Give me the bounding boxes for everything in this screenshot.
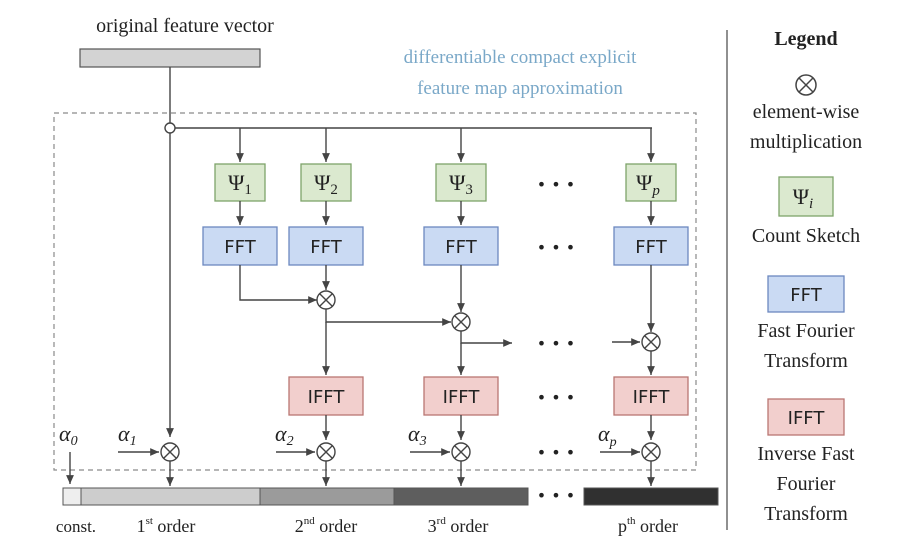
label-second-order: 2nd order	[295, 515, 357, 536]
alpha-3: α3	[408, 421, 427, 449]
ellipsis-alpha: • • •	[537, 443, 575, 462]
fft-box-1: FFT	[202, 226, 278, 266]
arrow-mult2-mult3	[325, 309, 451, 326]
alpha-mult-node-p	[641, 442, 661, 462]
fft-label: FFT	[635, 237, 667, 258]
svg-text:Ψp: Ψp	[636, 170, 660, 199]
mult-node-p	[641, 332, 661, 352]
legend-fft-line2: Transform	[764, 350, 848, 372]
arrow-fft1-mult	[239, 265, 317, 304]
approximation-region	[53, 112, 697, 471]
psi-symbol: Ψ	[636, 170, 653, 195]
psi-box-p: Ψp	[625, 163, 677, 202]
ifft-box-3: IFFT	[423, 376, 499, 416]
ifft-label: IFFT	[443, 387, 481, 408]
ellipsis-psi: • • •	[537, 175, 575, 194]
legend-ifft-line1: Inverse Fast	[757, 443, 855, 465]
fft-box-3: FFT	[423, 226, 499, 266]
arrow-mult3-next	[460, 331, 512, 347]
psi-sub-p: p	[651, 183, 660, 199]
alpha-0: α0	[59, 421, 78, 449]
legend-ifft-line3: Transform	[764, 503, 848, 525]
alpha-2: α2	[275, 421, 294, 449]
fft-box-2: FFT	[288, 226, 364, 266]
fft-label: FFT	[310, 237, 342, 258]
svg-text:Ψ3: Ψ3	[449, 170, 473, 198]
psi-symbol: Ψ	[228, 170, 245, 195]
svg-text:Ψi: Ψi	[793, 184, 813, 212]
mult-node-3	[451, 312, 471, 332]
fft-box-p: FFT	[613, 226, 689, 266]
ifft-box-p: IFFT	[613, 376, 689, 416]
label-const: const.	[56, 517, 96, 536]
subtitle-line1: differentiable compact explicit	[404, 47, 638, 68]
ifft-box-2: IFFT	[288, 376, 364, 416]
ellipsis-mult: • • •	[537, 334, 575, 353]
legend-psi-box: Ψi	[778, 176, 834, 217]
mult-node-2	[316, 290, 336, 310]
output-segment-pth	[583, 487, 719, 506]
psi-sub-1: 1	[244, 182, 252, 198]
output-segment-first	[80, 487, 261, 506]
fft-label: FFT	[224, 237, 256, 258]
input-feature-bar	[79, 48, 261, 68]
svg-text:Ψ1: Ψ1	[228, 170, 252, 198]
branch-node	[164, 122, 176, 134]
legend-count-sketch: Count Sketch	[752, 225, 860, 247]
legend-title: Legend	[774, 28, 837, 50]
svg-text:FFT: FFT	[790, 285, 822, 306]
legend-ifft-line2: Fourier	[777, 473, 836, 495]
output-segment-third	[393, 487, 529, 506]
subtitle-line2: feature map approximation	[417, 78, 623, 99]
psi-sub-3: 3	[465, 182, 473, 198]
alpha-mult-node-1	[160, 442, 180, 462]
alpha-mult-node-2	[316, 442, 336, 462]
legend-mult-line1: element-wise	[753, 101, 860, 123]
psi-symbol: Ψ	[314, 170, 331, 195]
output-segment-second	[259, 487, 395, 506]
label-third-order: 3rd order	[428, 515, 489, 536]
fft-label: FFT	[445, 237, 477, 258]
legend-ifft-box: IFFT	[767, 398, 845, 436]
title: original feature vector	[96, 15, 274, 37]
psi-symbol: Ψ	[449, 170, 466, 195]
legend-fft-line1: Fast Fourier	[757, 320, 855, 342]
alpha-1: α1	[118, 421, 137, 449]
ifft-label: IFFT	[633, 387, 671, 408]
ellipsis-output: • • •	[537, 486, 575, 505]
psi-box-1: Ψ1	[214, 163, 266, 202]
ellipsis-fft: • • •	[537, 238, 575, 257]
psi-box-3: Ψ3	[435, 163, 487, 202]
label-pth-order: pth order	[618, 515, 678, 536]
legend-multiply-icon	[795, 74, 817, 96]
ifft-label: IFFT	[308, 387, 346, 408]
label-first-order: 1st order	[137, 515, 196, 536]
alpha-mult-node-3	[451, 442, 471, 462]
psi-sub-2: 2	[330, 182, 338, 198]
svg-text:IFFT: IFFT	[788, 408, 826, 429]
legend-mult-line2: multiplication	[750, 131, 862, 153]
output-segment-const	[62, 487, 82, 506]
svg-text:Ψ2: Ψ2	[314, 170, 338, 198]
legend-fft-box: FFT	[767, 275, 845, 313]
psi-box-2: Ψ2	[300, 163, 352, 202]
ellipsis-ifft: • • •	[537, 388, 575, 407]
alpha-p: αp	[598, 421, 617, 450]
